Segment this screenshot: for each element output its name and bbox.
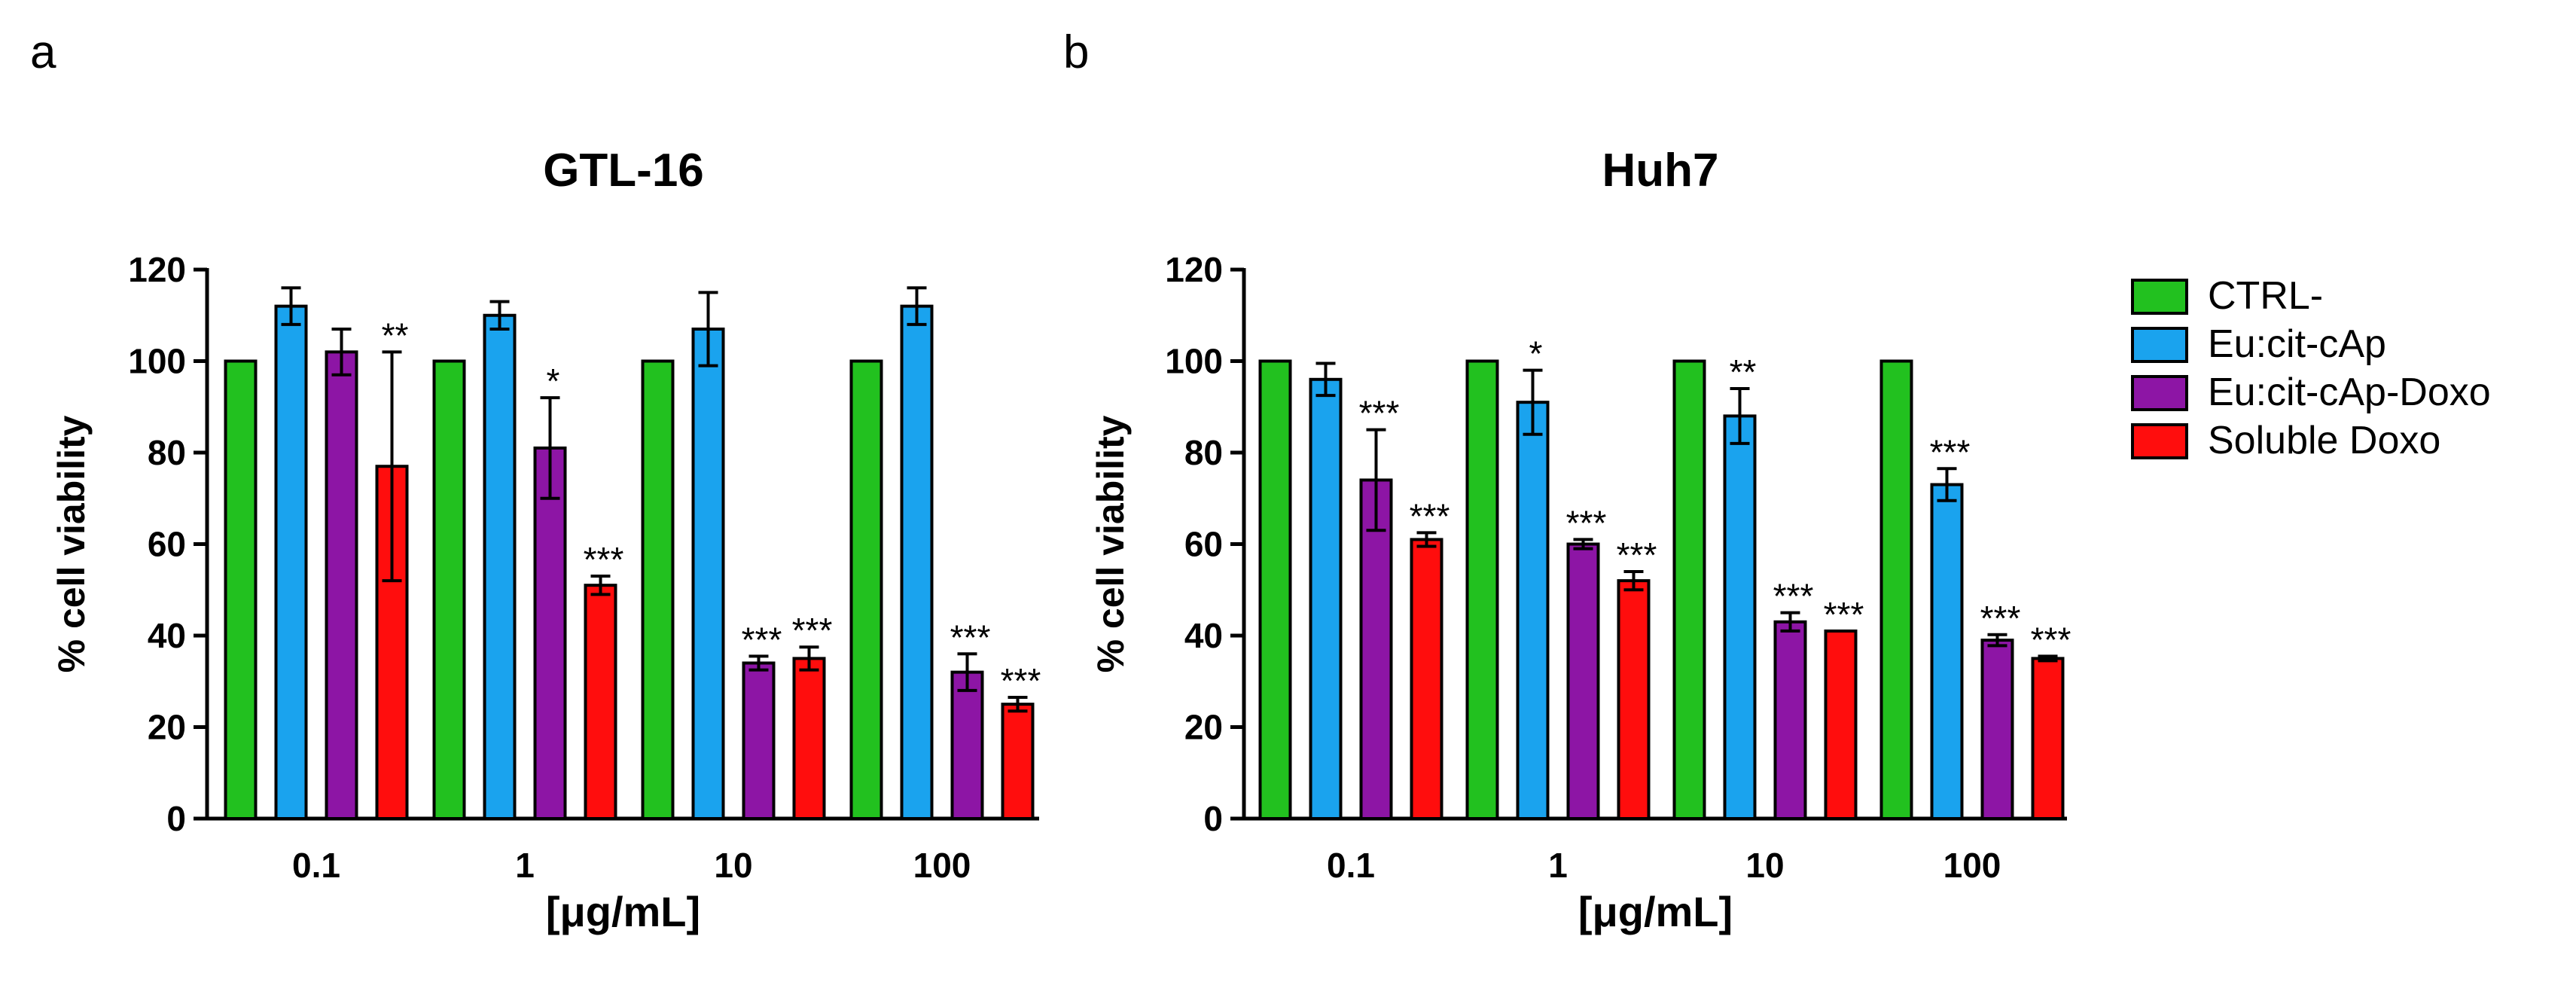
bar bbox=[483, 313, 517, 820]
bar bbox=[432, 359, 466, 820]
bar bbox=[1410, 538, 1443, 820]
significance-label: * bbox=[1529, 334, 1543, 374]
y-tick-label: 40 bbox=[1184, 616, 1223, 655]
bar bbox=[274, 304, 308, 821]
significance-label: ** bbox=[1730, 352, 1757, 392]
significance-label: *** bbox=[1410, 496, 1450, 535]
y-tick-label: 0 bbox=[1203, 799, 1223, 838]
y-axis-label: % cell viability bbox=[50, 415, 93, 672]
significance-label: *** bbox=[1824, 595, 1864, 634]
legend-swatch bbox=[2131, 423, 2188, 459]
y-tick-label: 40 bbox=[148, 616, 186, 655]
bar bbox=[1930, 483, 1964, 821]
legend-swatch bbox=[2131, 279, 2188, 315]
significance-label: ** bbox=[382, 316, 409, 355]
significance-label: *** bbox=[1980, 599, 2021, 638]
x-tick-label: 10 bbox=[714, 846, 752, 885]
y-tick-label: 60 bbox=[1184, 525, 1223, 564]
bar bbox=[1879, 359, 1913, 820]
bar bbox=[2031, 657, 2065, 820]
significance-label: *** bbox=[792, 611, 833, 650]
bar bbox=[1516, 401, 1550, 820]
bar bbox=[1980, 639, 2014, 821]
y-axis-label: % cell viability bbox=[1090, 415, 1132, 672]
bar bbox=[792, 657, 826, 820]
chart-title: GTL-16 bbox=[543, 145, 704, 197]
y-tick-label: 100 bbox=[128, 342, 186, 381]
x-tick-label: 0.1 bbox=[1327, 846, 1375, 885]
y-tick-label: 80 bbox=[148, 433, 186, 472]
panel-b: b Huh7 % cell viability 0 20 40 60 80 100 120 0.1 *… bbox=[1063, 26, 2071, 935]
y-tick-label: 120 bbox=[1165, 250, 1223, 289]
significance-label: *** bbox=[1617, 535, 1657, 575]
significance-label: *** bbox=[1359, 394, 1400, 433]
y-tick-label: 120 bbox=[128, 250, 186, 289]
legend-label: Eu:cit-cAp-Doxo bbox=[2208, 371, 2491, 414]
bar bbox=[742, 661, 776, 821]
significance-label: *** bbox=[584, 540, 624, 579]
y-tick-label: 20 bbox=[148, 708, 186, 747]
bar bbox=[1359, 478, 1393, 820]
significance-label: *** bbox=[742, 620, 782, 659]
bar bbox=[1001, 703, 1035, 820]
bar bbox=[1773, 620, 1807, 821]
panel-letter: a bbox=[30, 26, 56, 78]
significance-label: *** bbox=[1930, 432, 1971, 471]
significance-label: *** bbox=[2031, 620, 2071, 659]
bar bbox=[224, 359, 258, 820]
legend: CTRL-Eu:cit-cAp Eu:cit-cAp-Doxo Soluble Do… bbox=[2131, 274, 2491, 462]
x-axis-label: [μg/mL] bbox=[546, 888, 700, 935]
y-tick-label: 60 bbox=[148, 525, 186, 564]
bar bbox=[533, 446, 567, 820]
bar bbox=[900, 304, 934, 821]
legend-label: Eu:cit-cAp bbox=[2208, 322, 2386, 366]
bar bbox=[1672, 359, 1706, 820]
significance-label: * bbox=[547, 361, 560, 401]
bar bbox=[691, 327, 725, 821]
bar bbox=[584, 584, 617, 820]
significance-label: *** bbox=[1566, 503, 1607, 542]
bar bbox=[1824, 629, 1858, 820]
bar bbox=[1566, 542, 1600, 820]
bar bbox=[325, 350, 358, 821]
y-tick-label: 20 bbox=[1184, 708, 1223, 747]
legend-label: CTRL- bbox=[2208, 274, 2323, 318]
y-tick-label: 0 bbox=[166, 799, 186, 838]
legend-swatch bbox=[2131, 327, 2188, 363]
significance-label: *** bbox=[1773, 577, 1814, 616]
bar bbox=[849, 359, 883, 820]
legend-label: Soluble Doxo bbox=[2208, 419, 2440, 462]
x-axis-label: [μg/mL] bbox=[1578, 888, 1733, 935]
chart-title: Huh7 bbox=[1602, 145, 1719, 197]
bar bbox=[1258, 359, 1292, 820]
x-tick-label: 100 bbox=[913, 846, 971, 885]
y-tick-label: 80 bbox=[1184, 433, 1223, 472]
significance-label: *** bbox=[950, 618, 991, 657]
y-tick-label: 100 bbox=[1165, 342, 1223, 381]
bar bbox=[1465, 359, 1499, 820]
panel-letter: b bbox=[1063, 26, 1089, 78]
x-tick-label: 100 bbox=[1943, 846, 2001, 885]
panel-a: a GTL-16 % cell viability 0 20 40 60 80 100 120 0.… bbox=[30, 26, 1041, 935]
significance-label: *** bbox=[1001, 661, 1041, 700]
x-tick-label: 1 bbox=[1548, 846, 1568, 885]
bar bbox=[950, 670, 984, 820]
x-tick-label: 10 bbox=[1745, 846, 1784, 885]
bar bbox=[1617, 579, 1651, 820]
bar bbox=[1309, 377, 1343, 820]
bar bbox=[1723, 414, 1757, 820]
bar bbox=[641, 359, 675, 820]
legend-swatch bbox=[2131, 375, 2188, 411]
x-tick-label: 1 bbox=[515, 846, 535, 885]
x-tick-label: 0.1 bbox=[292, 846, 340, 885]
